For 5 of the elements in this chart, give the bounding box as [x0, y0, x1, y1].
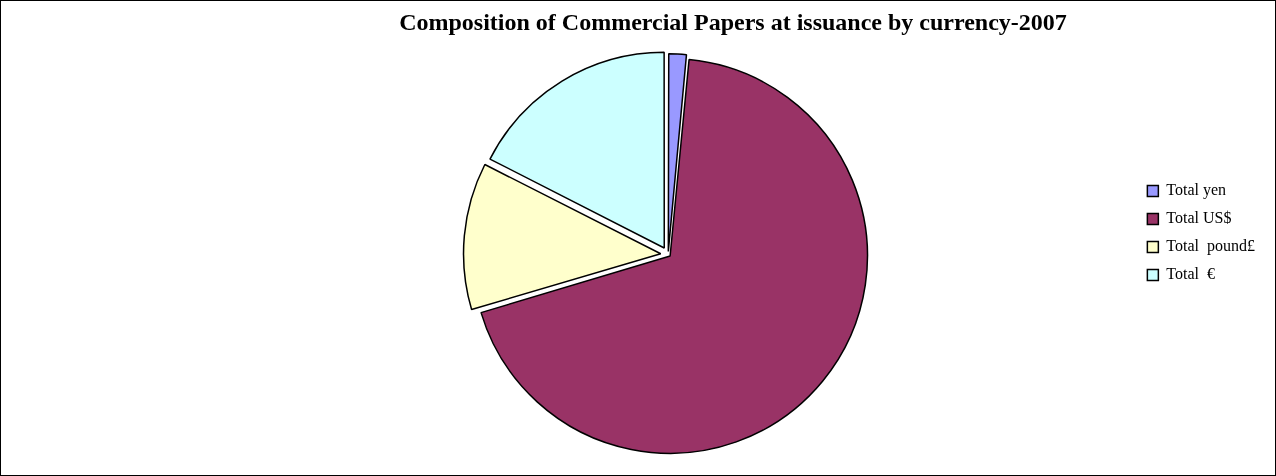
legend-label: Total € — [1166, 265, 1216, 283]
chart-title: Composition of Commercial Papers at issuance by currency-2007 — [399, 8, 1067, 35]
legend-label: Total yen — [1166, 181, 1227, 200]
legend-label: Total pound£ — [1166, 237, 1256, 256]
legend-label: Total US$ — [1166, 209, 1232, 227]
